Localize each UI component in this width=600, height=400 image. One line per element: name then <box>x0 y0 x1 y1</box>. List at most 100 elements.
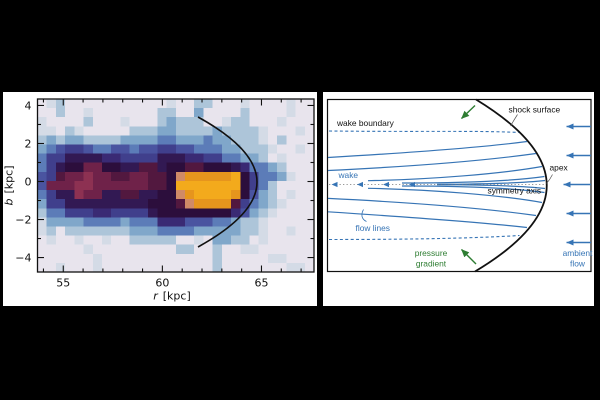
heatmap-cell <box>138 99 149 109</box>
heatmap-cell <box>129 235 140 245</box>
heatmap-cell <box>295 199 306 209</box>
heatmap-cell <box>304 153 315 164</box>
heatmap-cell <box>92 99 103 109</box>
heatmap-cell <box>120 199 130 209</box>
heatmap-cell <box>304 217 315 227</box>
heatmap-cell <box>138 253 149 264</box>
heatmap-cell <box>55 162 66 173</box>
heatmap-cell <box>65 108 75 118</box>
heatmap-cell <box>166 244 177 255</box>
heatmap-cell <box>111 99 121 109</box>
heatmap-cell <box>111 153 121 164</box>
heatmap-cell <box>304 226 315 236</box>
heatmap-cell <box>212 199 223 209</box>
heatmap-cell <box>138 226 149 236</box>
heatmap-cell <box>277 217 287 227</box>
heatmap-cell <box>249 126 259 136</box>
heatmap-cell <box>194 190 204 200</box>
heatmap-cell <box>258 144 269 154</box>
heatmap-cell <box>249 235 259 245</box>
heatmap-cell <box>157 244 167 255</box>
heatmap-cell <box>231 217 241 227</box>
heatmap-cell <box>92 253 103 264</box>
heatmap-cell <box>138 217 149 227</box>
y-tick-label: 0 <box>25 175 32 188</box>
heatmap-cell <box>277 108 287 118</box>
heatmap-cell <box>65 208 75 218</box>
heatmap-cell <box>83 235 94 245</box>
heatmap-cell <box>258 199 269 209</box>
heatmap-cell <box>231 190 241 200</box>
heatmap-cell <box>46 190 57 200</box>
heatmap-cell <box>240 117 250 127</box>
heatmap-cell <box>83 99 94 109</box>
heatmap-cell <box>221 162 232 173</box>
heatmap-cell <box>212 144 223 154</box>
heatmap-cell <box>92 180 103 191</box>
heatmap-cell <box>277 135 287 145</box>
heatmap-cell <box>120 208 130 218</box>
heatmap-cell <box>166 180 177 191</box>
heatmap-cell <box>129 253 140 264</box>
flow-lines-leader <box>361 209 367 222</box>
label-pressure: pressure <box>415 248 448 258</box>
heatmap-cell <box>267 244 278 255</box>
heatmap-cell <box>157 171 167 182</box>
heatmap-cell <box>120 226 130 236</box>
heatmap-cell <box>231 108 241 118</box>
heatmap-cell <box>111 190 121 200</box>
heatmap-cell <box>295 208 306 218</box>
heatmap-cell <box>102 180 112 191</box>
heatmap-cell <box>55 226 66 236</box>
heatmap-cell <box>295 180 306 191</box>
heatmap-cell <box>92 108 103 118</box>
heatmap-cell <box>148 126 158 136</box>
heatmap-cell <box>221 180 232 191</box>
heatmap-cell <box>102 262 112 273</box>
heatmap-cell <box>184 117 195 127</box>
flow-line <box>327 140 528 159</box>
heatmap-cell <box>295 226 306 236</box>
heatmap-cell <box>148 144 158 154</box>
heatmap-cell <box>83 199 94 209</box>
heatmap-cell <box>111 262 121 273</box>
heatmap-cell <box>258 153 269 164</box>
heatmap-cell <box>148 199 158 209</box>
heatmap-cell <box>184 253 195 264</box>
heatmap-cell <box>212 153 223 164</box>
heatmap-cell <box>304 235 315 245</box>
heatmap-cell <box>65 153 75 164</box>
heatmap-cell <box>129 171 140 182</box>
heatmap-cell <box>37 162 48 173</box>
heatmap-cell <box>120 162 130 173</box>
label-ambient-flow: flow <box>570 259 586 269</box>
heatmap-cell <box>120 144 130 154</box>
heatmap-cell <box>194 99 204 109</box>
heatmap-cell <box>286 117 296 127</box>
heatmap-cell <box>46 226 57 236</box>
heatmap-cell <box>221 171 232 182</box>
heatmap-cell <box>295 262 306 273</box>
heatmap-cell <box>148 226 158 236</box>
heatmap-cell <box>194 262 204 273</box>
heatmap-cell <box>102 117 112 127</box>
heatmap-cell <box>83 126 94 136</box>
heatmap-cell <box>194 199 204 209</box>
heatmap-cell <box>65 126 75 136</box>
heatmap-cell <box>83 117 94 127</box>
heatmap-cell <box>194 244 204 255</box>
heatmap-cell <box>120 253 130 264</box>
heatmap-cell <box>74 226 84 236</box>
axis-arrowhead <box>331 181 338 188</box>
heatmap-cell <box>92 226 103 236</box>
heatmap-cell <box>166 117 177 127</box>
heatmap-cell <box>37 199 48 209</box>
heatmap-cell <box>55 99 66 109</box>
y-tick-label: 2 <box>25 137 32 150</box>
heatmap-cell <box>129 126 140 136</box>
heatmap-cell <box>231 226 241 236</box>
heatmap-cell <box>148 253 158 264</box>
heatmap-cell <box>55 262 66 273</box>
heatmap-cell <box>138 244 149 255</box>
heatmap-cell <box>286 190 296 200</box>
